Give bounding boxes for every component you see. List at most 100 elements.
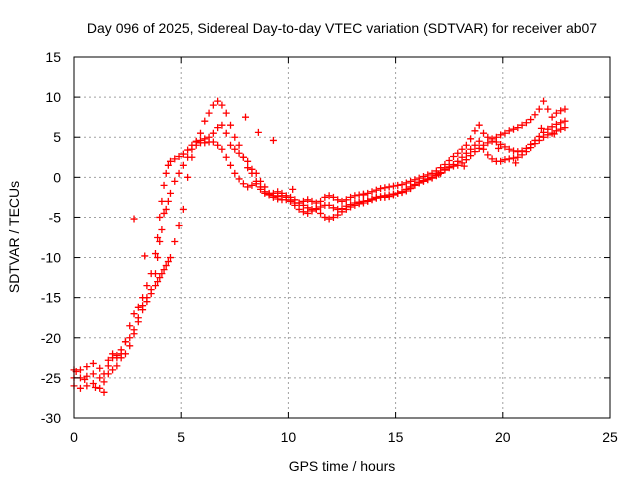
data-point — [441, 160, 449, 168]
data-point — [76, 366, 84, 374]
data-point — [143, 282, 151, 290]
data-point — [561, 124, 569, 132]
series-track-a — [70, 117, 569, 378]
data-point — [171, 238, 179, 246]
data-point — [109, 366, 117, 374]
y-tick-label: 5 — [53, 129, 61, 145]
data-point — [518, 151, 526, 159]
data-point — [512, 159, 520, 167]
data-point — [462, 149, 470, 157]
data-point — [81, 375, 89, 383]
data-point — [359, 199, 367, 207]
data-point — [96, 364, 104, 372]
data-point — [160, 181, 168, 189]
data-point — [484, 133, 492, 141]
data-point — [265, 191, 273, 199]
data-point — [325, 215, 333, 223]
data-point — [222, 109, 230, 117]
data-point — [552, 120, 560, 128]
data-point — [96, 374, 104, 382]
data-point — [166, 254, 174, 262]
data-point — [419, 173, 427, 181]
data-point — [100, 388, 108, 396]
data-point — [121, 350, 129, 358]
data-point — [121, 338, 129, 346]
data-point — [222, 129, 230, 137]
data-point — [411, 176, 419, 184]
data-point — [126, 342, 134, 350]
data-point — [235, 141, 243, 149]
data-point — [244, 183, 252, 191]
data-point — [437, 164, 445, 172]
data-point — [188, 145, 196, 153]
data-point — [179, 150, 187, 158]
data-point — [96, 384, 104, 392]
data-point — [467, 145, 475, 153]
data-point — [218, 145, 226, 153]
y-tick-label: -15 — [41, 290, 61, 306]
data-point — [522, 148, 530, 156]
data-point — [244, 157, 252, 165]
data-point — [89, 380, 97, 388]
data-point — [544, 105, 552, 113]
data-point — [467, 135, 475, 143]
y-tick-label: -5 — [49, 209, 62, 225]
data-point — [308, 197, 316, 205]
x-tick-label: 10 — [281, 429, 297, 445]
data-point — [454, 149, 462, 157]
data-point — [552, 109, 560, 117]
data-point — [475, 121, 483, 129]
data-point — [389, 182, 397, 190]
data-point — [317, 197, 325, 205]
data-point — [304, 196, 312, 204]
data-point — [214, 124, 222, 132]
data-point — [214, 97, 222, 105]
data-point — [548, 123, 556, 131]
data-point — [184, 146, 192, 154]
data-point — [254, 128, 262, 136]
data-point — [83, 382, 91, 390]
data-point — [218, 121, 226, 129]
data-point — [147, 290, 155, 298]
data-point — [158, 225, 166, 233]
data-point — [104, 370, 112, 378]
data-point — [179, 161, 187, 169]
data-point — [522, 119, 530, 127]
data-point — [398, 181, 406, 189]
data-point — [501, 143, 509, 151]
data-point — [278, 189, 286, 197]
data-point — [164, 161, 172, 169]
data-point — [239, 180, 247, 188]
data-point — [537, 124, 545, 132]
data-point — [449, 152, 457, 160]
data-point — [355, 200, 363, 208]
data-point — [156, 274, 164, 282]
data-point — [227, 141, 235, 149]
data-point — [434, 170, 442, 178]
data-point — [287, 197, 295, 205]
data-point — [239, 153, 247, 161]
data-point — [312, 199, 320, 207]
data-point — [454, 157, 462, 165]
plot-frame — [73, 56, 611, 419]
y-tick-label: -30 — [41, 410, 61, 426]
data-point — [126, 334, 134, 342]
data-point — [151, 270, 159, 278]
data-point — [492, 133, 500, 141]
data-point — [351, 192, 359, 200]
data-point — [329, 204, 337, 212]
data-point — [299, 208, 307, 216]
data-point — [321, 213, 329, 221]
data-point — [209, 129, 217, 137]
data-point — [372, 194, 380, 202]
chart-title: Day 096 of 2025, Sidereal Day-to-day VTE… — [87, 20, 597, 36]
y-axis-label: SDTVAR / TECUs — [6, 181, 22, 293]
data-point — [557, 125, 565, 133]
data-point — [501, 129, 509, 137]
data-point — [235, 175, 243, 183]
y-tick-label: 0 — [53, 169, 61, 185]
data-point — [449, 160, 457, 168]
data-point — [175, 169, 183, 177]
data-point — [377, 185, 385, 193]
